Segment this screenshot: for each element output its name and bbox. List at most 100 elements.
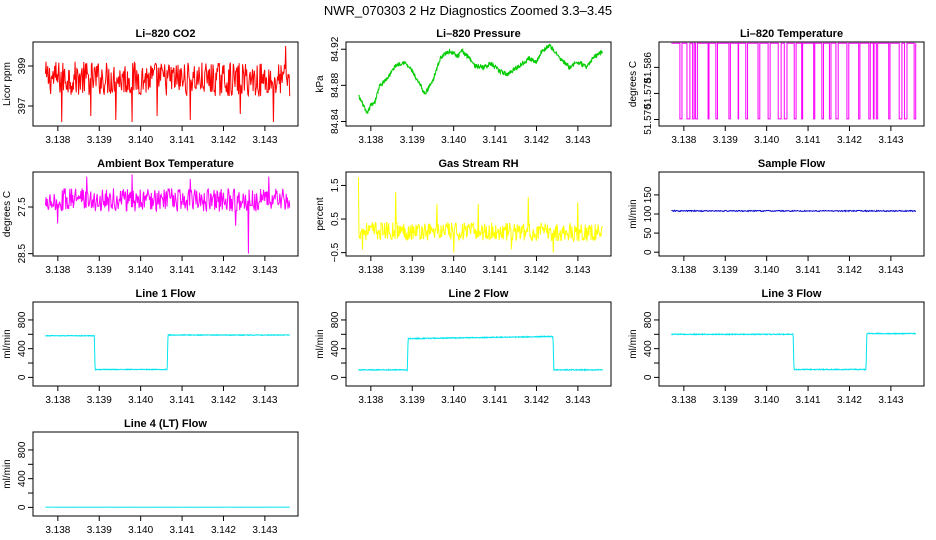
y-tick-label: 51.570 [643,104,654,135]
x-tick-label: 3.138 [671,135,696,146]
panel-2: Li–820 Pressure kPa 3.138 3.139 3.140 3.141 3.… [315,28,612,146]
y-tick-label: 0 [17,374,28,380]
x-tick-label: 3.141 [170,525,195,536]
x-tick-label: 3.138 [358,135,383,146]
x-tick-label: 3.141 [170,135,195,146]
x-tick-label: 3.143 [565,135,590,146]
x-tick-label: 3.141 [796,395,821,406]
x-tick-label: 3.143 [252,135,277,146]
y-tick-label: 400 [17,340,28,357]
y-tick-label: 399 [17,57,28,74]
y-tick-label: 84.84 [330,109,341,134]
panel-title: Line 3 Flow [762,288,822,300]
y-tick-label: 0 [17,504,28,510]
x-tick-label: 3.143 [252,525,277,536]
series-line-1 [357,177,604,253]
y-axis-label: ml/min [628,199,639,228]
series-line-1 [44,174,291,254]
y-tick-label: 1.5 [330,178,341,192]
x-tick-label: 3.142 [211,395,236,406]
x-tick-label: 3.141 [483,395,508,406]
y-tick-label: 51.578 [643,78,654,109]
panel-title: Gas Stream RH [438,158,518,170]
x-tick-label: 3.142 [524,135,549,146]
x-tick-label: 3.138 [45,135,70,146]
x-tick-label: 3.139 [87,135,112,146]
panel-6: Sample Flow ml/min 3.138 3.139 3.140 3.141 3.1… [628,158,925,276]
x-tick-label: 3.139 [713,265,738,276]
y-tick-label: 0 [643,374,654,380]
x-tick-label: 3.138 [45,395,70,406]
y-axis-label: ml/min [2,459,13,488]
x-tick-label: 3.138 [358,265,383,276]
x-tick-label: 3.142 [211,135,236,146]
chart-panels: Li–820 CO2 Licor ppm 3.138 3.139 3.140 3.141 3… [2,28,925,536]
panel-10: Line 4 (LT) Flow ml/min 3.138 3.139 3.140 3.1… [2,418,299,536]
y-tick-label: 0 [643,249,654,255]
x-tick-label: 3.140 [754,265,779,276]
x-tick-label: 3.138 [45,265,70,276]
x-tick-label: 3.142 [837,265,862,276]
panel-title: Line 1 Flow [136,288,196,300]
x-tick-label: 3.141 [796,265,821,276]
y-tick-label: 150 [643,186,654,203]
panel-title: Line 4 (LT) Flow [124,418,207,430]
series-line-1 [671,332,916,371]
plot-frame [32,171,299,257]
x-tick-label: 3.141 [483,265,508,276]
x-tick-label: 3.143 [878,135,903,146]
x-tick-label: 3.142 [211,525,236,536]
panel-title: Line 2 Flow [449,288,509,300]
y-axis-label: degrees C [628,61,639,107]
plot-frame [658,171,925,257]
panel-7: Line 1 Flow ml/min 3.138 3.139 3.140 3.141 3.1… [2,288,299,406]
x-tick-label: 3.139 [400,135,425,146]
x-tick-label: 3.141 [483,135,508,146]
y-axis-label: percent [315,197,326,231]
y-tick-label: 400 [330,340,341,357]
y-axis-label: Licor ppm [2,62,13,106]
x-tick-label: 3.139 [400,265,425,276]
y-axis-label: kPa [315,75,326,93]
panel-title: Sample Flow [758,158,826,170]
panel-3: Li–820 Temperature degrees C 3.138 3.139 3.1… [628,28,925,146]
x-tick-label: 3.143 [878,265,903,276]
plot-frame [32,41,299,127]
y-tick-label: 28.5 [17,243,28,263]
series-line-1 [44,45,291,123]
y-tick-label: 0.5 [330,212,341,226]
plot-frame [658,41,925,127]
x-tick-label: 3.139 [713,135,738,146]
x-tick-label: 3.143 [252,265,277,276]
series-line-1 [358,335,604,373]
x-tick-label: 3.143 [565,265,590,276]
panel-9: Line 3 Flow ml/min 3.138 3.139 3.140 3.141 3.1… [628,288,925,406]
panel-title: Li–820 CO2 [136,28,196,40]
y-tick-label: 84.92 [330,36,341,61]
series-line-1 [358,43,603,115]
x-tick-label: 3.141 [796,135,821,146]
x-tick-label: 3.142 [837,395,862,406]
y-tick-label: −0.5 [330,242,341,262]
y-tick-label: 800 [17,441,28,458]
plot-frame [345,41,612,127]
y-tick-label: 800 [330,311,341,328]
x-tick-label: 3.142 [211,265,236,276]
x-tick-label: 3.140 [441,265,466,276]
x-tick-label: 3.139 [87,265,112,276]
x-tick-label: 3.138 [45,525,70,536]
y-tick-label: 84.88 [330,72,341,97]
y-tick-label: 397 [17,97,28,114]
y-axis-label: ml/min [315,329,326,358]
y-tick-label: 51.586 [643,52,654,83]
x-tick-label: 3.138 [671,395,696,406]
series-line-1 [671,42,917,120]
y-axis-label: ml/min [2,329,13,358]
x-tick-label: 3.139 [87,395,112,406]
x-tick-label: 3.142 [837,135,862,146]
plot-frame [32,301,299,387]
x-tick-label: 3.143 [878,395,903,406]
panel-5: Gas Stream RH percent 3.138 3.139 3.140 3.141… [315,158,612,276]
x-tick-label: 3.138 [358,395,383,406]
